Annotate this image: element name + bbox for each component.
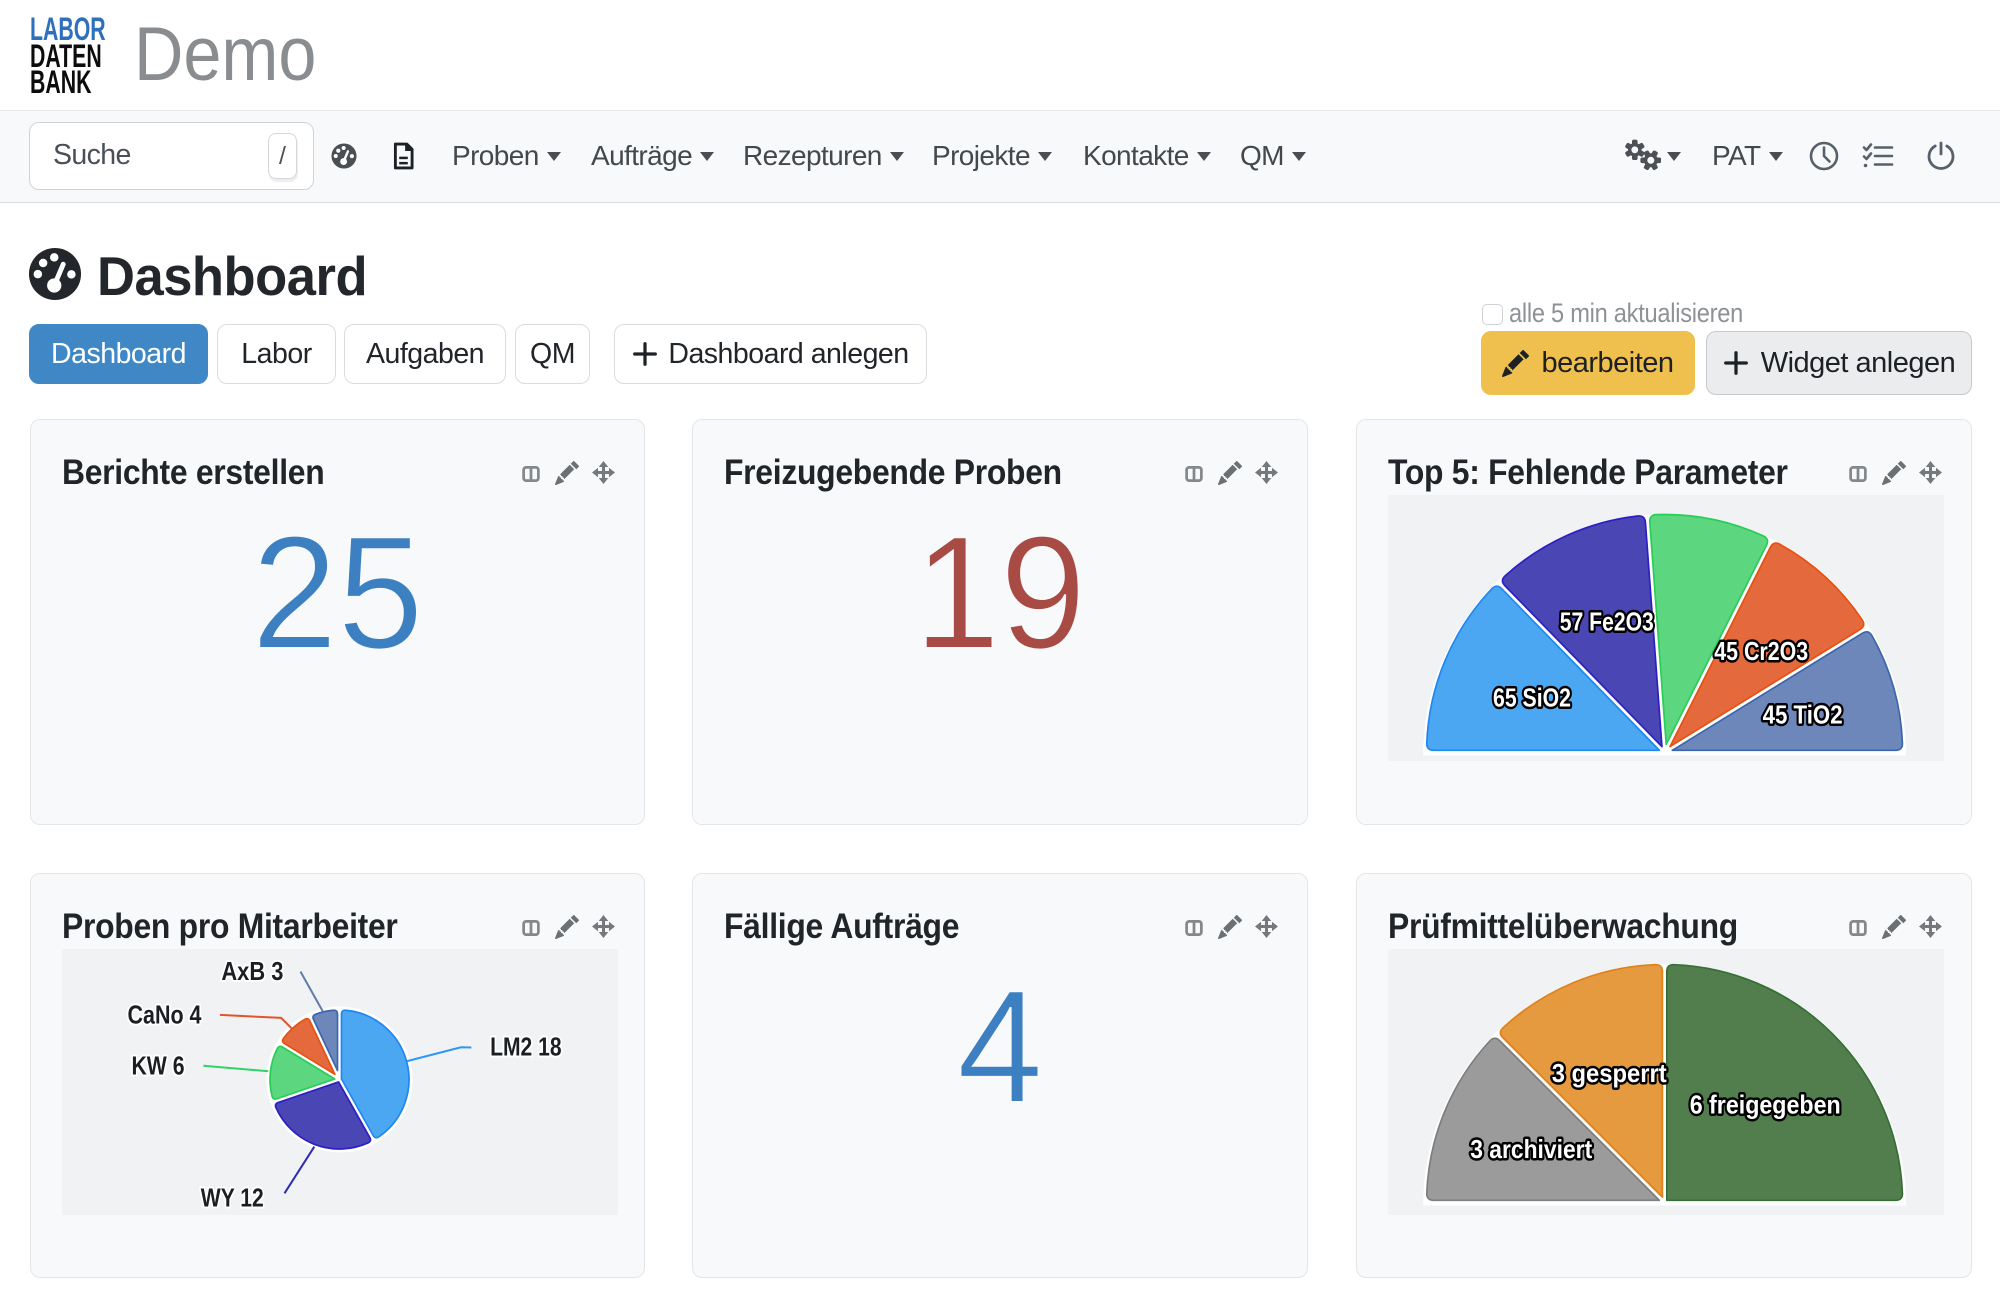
svg-text:45 TiO2: 45 TiO2	[1763, 699, 1843, 729]
svg-text:3 archiviert: 3 archiviert	[1470, 1134, 1592, 1164]
svg-text:3 gesperrt: 3 gesperrt	[1552, 1058, 1667, 1088]
svg-text:LM2 18: LM2 18	[490, 1031, 561, 1061]
svg-text:WY 12: WY 12	[201, 1183, 264, 1213]
svg-text:CaNo 4: CaNo 4	[128, 1000, 202, 1030]
svg-text:65 SiO2: 65 SiO2	[1493, 682, 1571, 712]
svg-text:45 Cr2O3: 45 Cr2O3	[1714, 636, 1808, 666]
svg-text:KW 6: KW 6	[132, 1050, 185, 1080]
svg-text:AxB 3: AxB 3	[221, 956, 283, 986]
svg-text:6 freigegeben: 6 freigegeben	[1690, 1090, 1841, 1120]
svg-text:57 Fe2O3: 57 Fe2O3	[1560, 607, 1654, 637]
